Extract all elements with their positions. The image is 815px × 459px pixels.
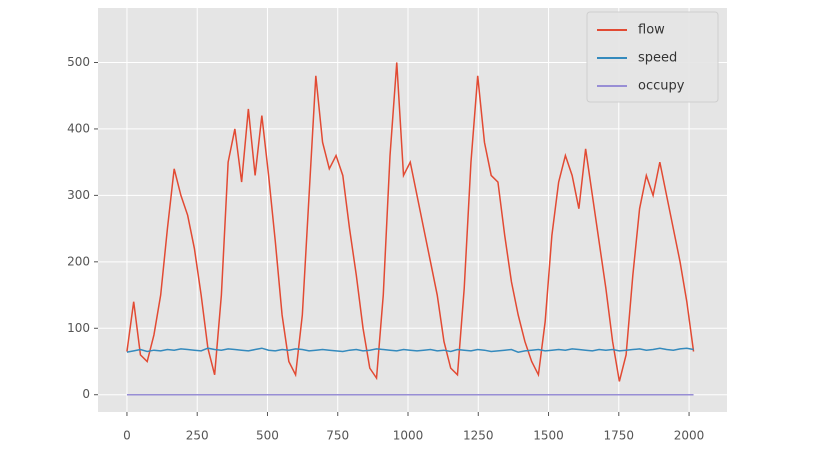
y-tick-label: 200 [67, 254, 90, 268]
y-tick-label: 100 [67, 321, 90, 335]
x-tick-label: 500 [256, 429, 279, 443]
x-tick-label: 2000 [674, 429, 705, 443]
legend-label: flow [638, 23, 665, 38]
x-tick-label: 1250 [463, 429, 494, 443]
y-tick-label: 300 [67, 188, 90, 202]
legend-label: speed [638, 51, 677, 66]
y-tick-label: 0 [82, 387, 90, 401]
legend: flow speed occupy [586, 11, 719, 103]
y-tick-label: 400 [67, 121, 90, 135]
x-tick-label: 0 [123, 429, 131, 443]
series-line [126, 62, 695, 382]
legend-label: occupy [638, 79, 685, 94]
x-tick-label: 1000 [393, 429, 424, 443]
y-tick-label: 500 [67, 55, 90, 69]
x-tick-label: 1500 [533, 429, 564, 443]
x-tick-label: 250 [186, 429, 209, 443]
x-tick-label: 1750 [604, 429, 635, 443]
x-tick-label: 750 [326, 429, 349, 443]
legend-box [586, 11, 719, 103]
series-line [126, 347, 694, 353]
